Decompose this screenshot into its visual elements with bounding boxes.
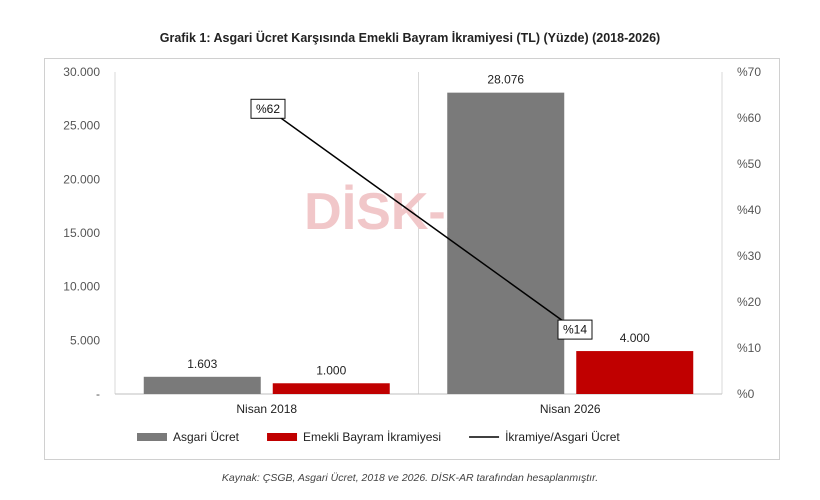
bar-data-label: 1.603 (187, 357, 217, 371)
bar (447, 92, 565, 394)
right-tick-label: %50 (737, 157, 761, 171)
bar (143, 376, 261, 394)
left-tick-label: 25.000 (63, 119, 100, 133)
ratio-label-box (250, 98, 286, 119)
right-tick-label: %20 (737, 295, 761, 309)
chart: DİSK-AR-5.00010.00015.00020.00025.00030.… (63, 65, 761, 444)
right-tick-label: %30 (737, 249, 761, 263)
bar-data-label: 28.076 (487, 73, 524, 87)
source-note: Kaynak: ÇSGB, Asgari Ücret, 2018 ve 2026… (221, 472, 599, 484)
category-label: Nisan 2018 (236, 402, 297, 416)
right-tick-label: %60 (737, 111, 761, 125)
ratio-data-label: %62 (256, 102, 280, 116)
right-tick-label: %40 (737, 203, 761, 217)
right-tick-label: %10 (737, 341, 761, 355)
left-tick-label: 20.000 (63, 172, 100, 186)
left-tick-label: - (96, 387, 100, 401)
legend-swatch (137, 433, 167, 441)
right-tick-label: %70 (737, 65, 761, 79)
bar-data-label: 4.000 (620, 331, 650, 345)
chart-title: Grafik 1: Asgari Ücret Karşısında Emekli… (159, 31, 661, 45)
left-tick-label: 30.000 (63, 65, 100, 79)
chart-frame (44, 58, 780, 460)
left-tick-label: 10.000 (63, 280, 100, 294)
ratio-data-label: %14 (563, 323, 587, 337)
left-tick-label: 5.000 (70, 333, 100, 347)
legend-entry: Emekli Bayram İkramiyesi (303, 430, 441, 444)
left-tick-label: 15.000 (63, 226, 100, 240)
legend-swatch (267, 433, 298, 441)
bar (576, 351, 694, 394)
ratio-line (267, 108, 576, 331)
bar (272, 383, 390, 394)
ratio-label-box (557, 319, 593, 340)
right-tick-label: %0 (737, 387, 755, 401)
legend-entry: Asgari Ücret (173, 430, 240, 444)
legend-entry: İkramiye/Asgari Ücret (505, 430, 620, 444)
bar-data-label: 1.000 (316, 363, 346, 377)
category-label: Nisan 2026 (540, 402, 601, 416)
